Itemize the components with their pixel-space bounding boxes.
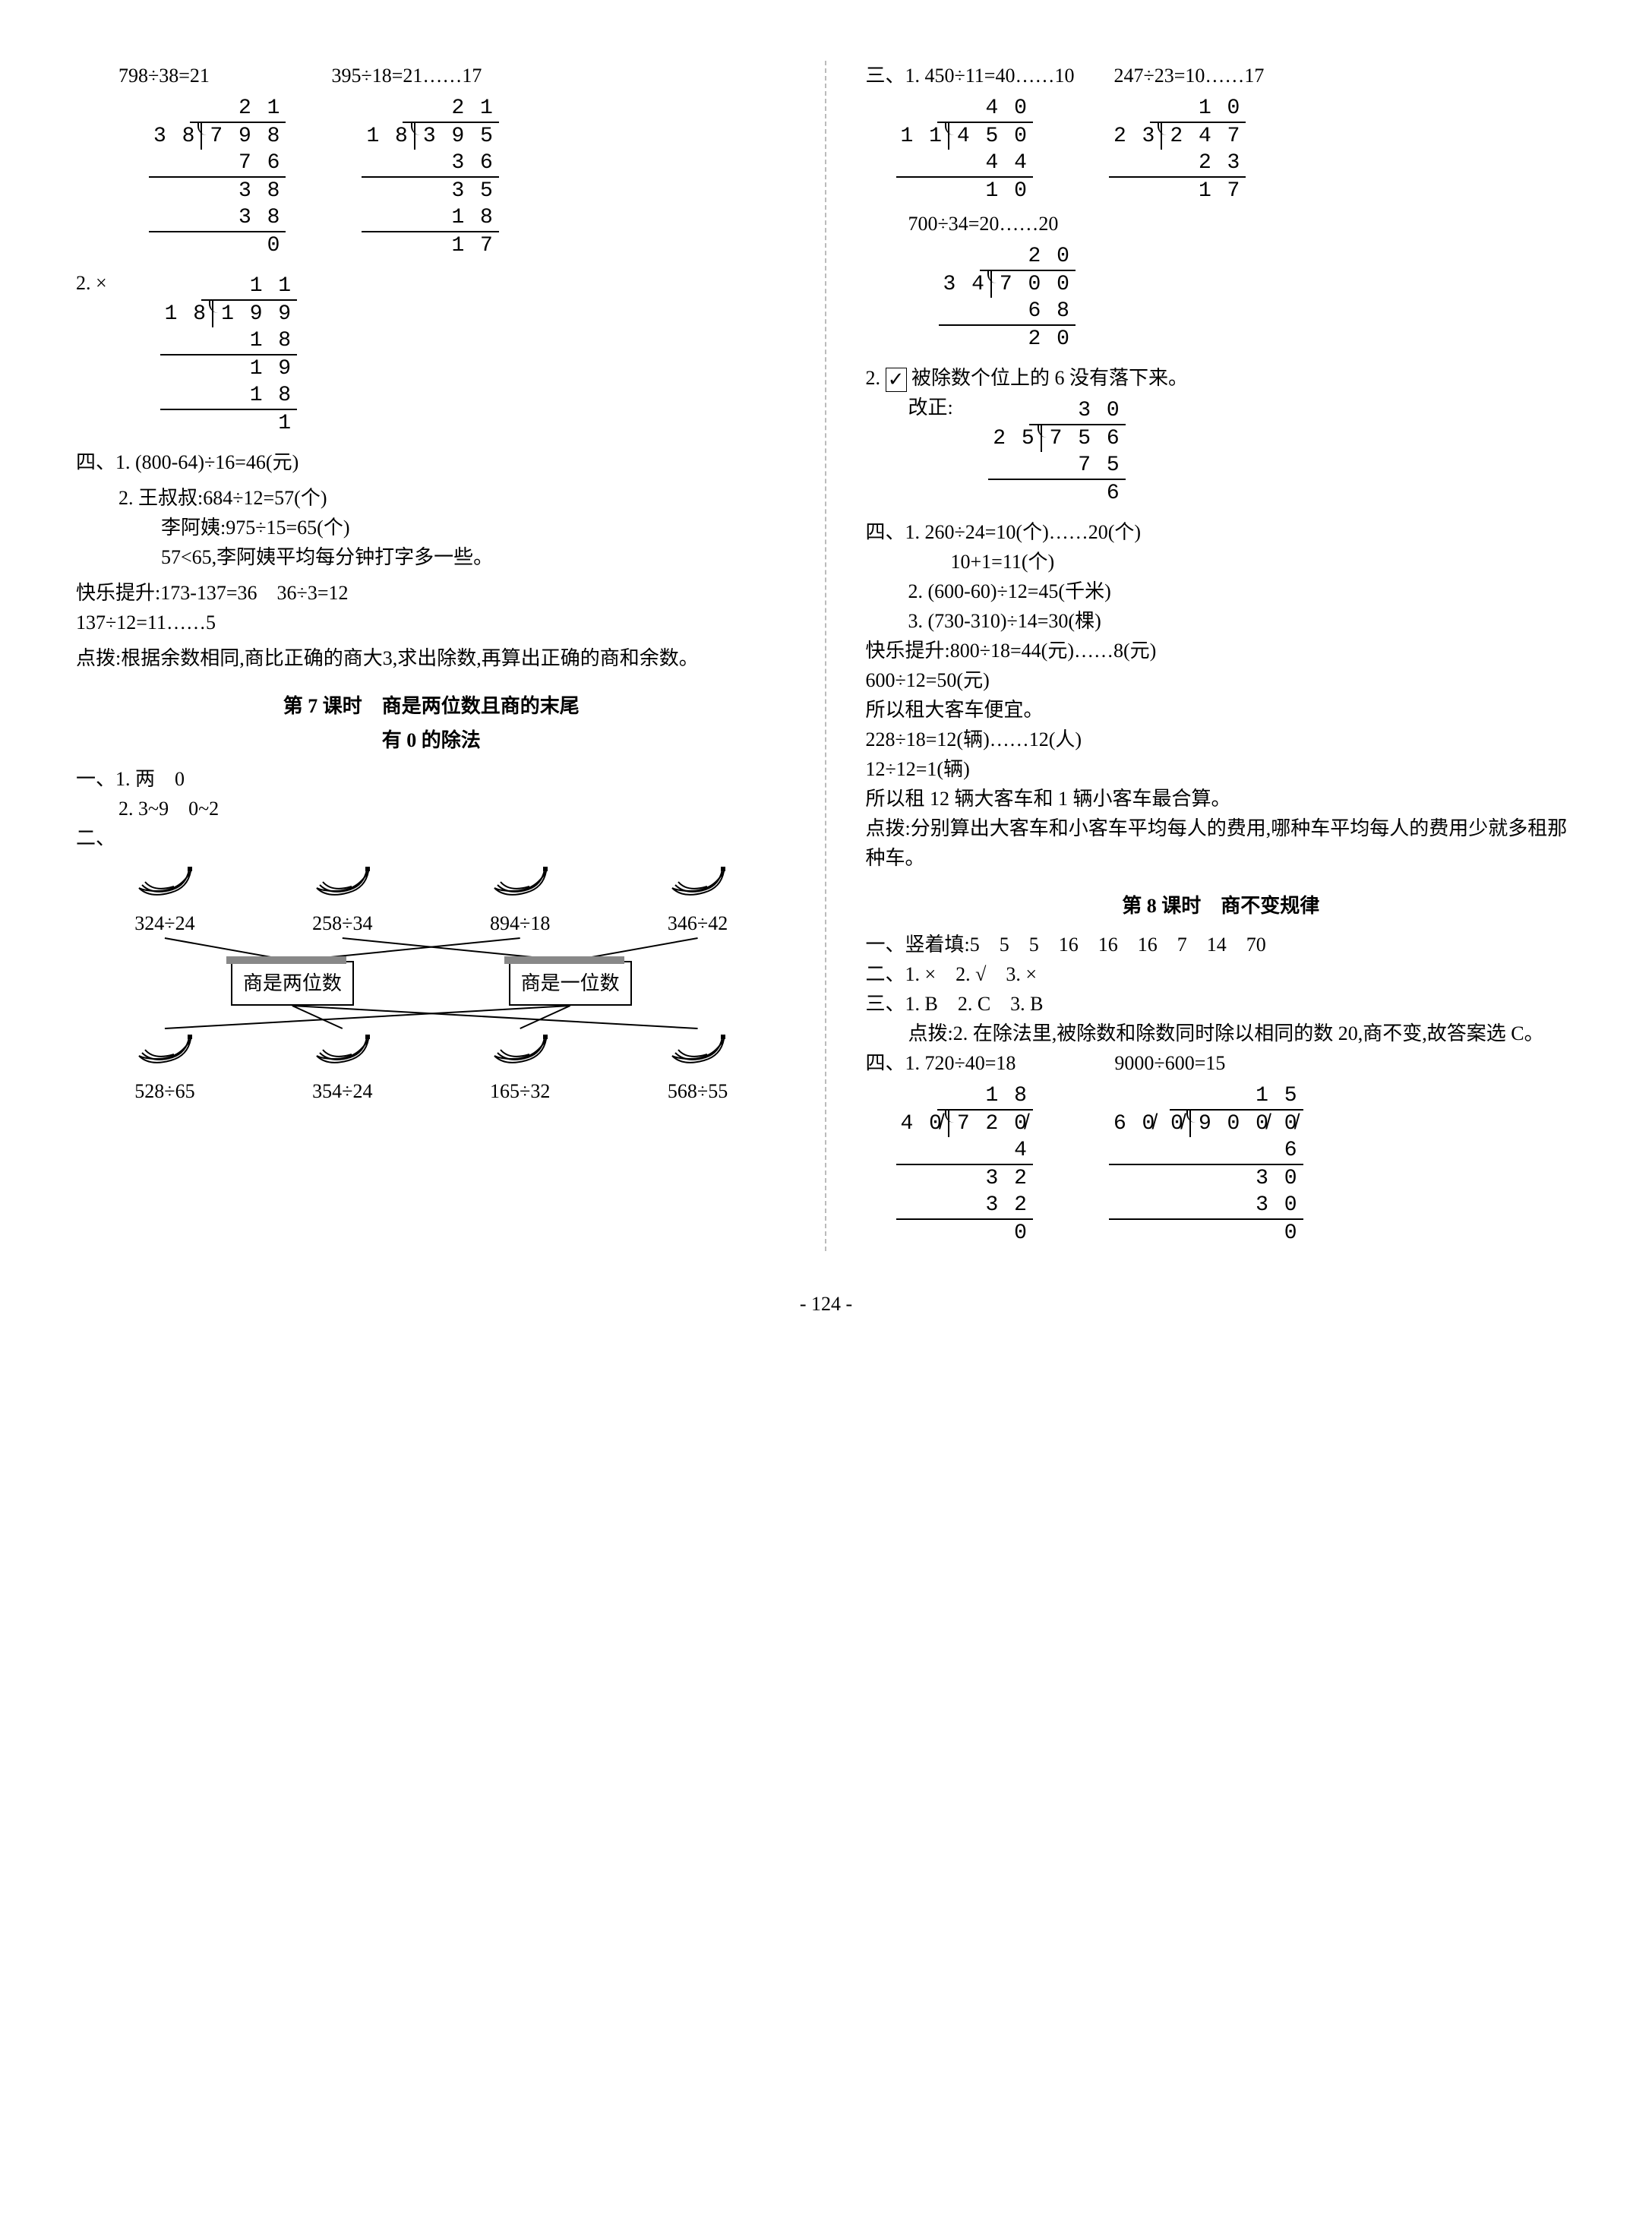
banana-icon xyxy=(312,1029,373,1068)
body-text: 一、竖着填:5 5 5 16 16 16 7 14 70 xyxy=(866,930,1577,959)
body-text: 改正: xyxy=(908,397,953,419)
long-division: 1 5 6 0̸ 0̸9 0 0̸ 0̸ 6 3 0 3 0 0 xyxy=(1109,1082,1303,1247)
body-text: 2. (600-60)÷12=45(千米) xyxy=(866,577,1577,606)
page-number: - 124 - xyxy=(76,1289,1576,1319)
lesson-title: 第 8 课时 商不变规律 xyxy=(866,891,1577,921)
body-text: 点拨:根据余数相同,商比正确的商大3,求出除数,再算出正确的商和余数。 xyxy=(76,643,787,673)
banana-icon xyxy=(312,861,373,900)
checkmark-box xyxy=(886,368,907,392)
lesson-title: 有 0 的除法 xyxy=(76,725,787,755)
equation-text: 395÷18=21……17 xyxy=(331,61,498,90)
body-text: 所以租 12 辆大客车和 1 辆小客车最合算。 xyxy=(866,784,1577,814)
long-division: 2 1 1 83 9 5 3 6 3 5 1 8 1 7 xyxy=(362,95,498,259)
banana-item: 165÷32 xyxy=(479,1029,562,1106)
long-division: 1 1 1 81 9 9 1 8 1 9 1 8 1 xyxy=(160,273,297,437)
body-text: 三、1. 450÷11=40……10 247÷23=10……17 xyxy=(866,61,1577,90)
banana-label: 165÷32 xyxy=(479,1076,562,1106)
body-text: 四、1. (800-64)÷16=46(元) xyxy=(76,447,787,477)
body-text: 12÷12=1(辆) xyxy=(866,754,1577,784)
body-text: 700÷34=20……20 xyxy=(866,209,1577,239)
banana-label: 354÷24 xyxy=(301,1076,384,1106)
banana-icon xyxy=(134,1029,195,1068)
body-text: 所以租大客车便宜。 xyxy=(866,695,1577,725)
body-text: 二、1. × 2. √ 3. × xyxy=(866,959,1577,989)
banana-label: 528÷65 xyxy=(123,1076,207,1106)
body-text: 一、1. 两 0 xyxy=(76,764,787,794)
body-text: 2. xyxy=(866,367,881,389)
banana-icon xyxy=(490,1029,551,1068)
banana-label: 894÷18 xyxy=(479,908,562,938)
body-text: 57<65,李阿姨平均每分钟打字多一些。 xyxy=(76,542,787,572)
body-text: 点拨:2. 在除法里,被除数和除数同时除以相同的数 20,商不变,故答案选 C。 xyxy=(866,1019,1577,1048)
banana-row-top: 324÷24 258÷34 894÷18 346÷42 xyxy=(76,861,787,938)
body-text: 三、1. B 2. C 3. B xyxy=(866,989,1577,1019)
banana-label: 258÷34 xyxy=(301,908,384,938)
banana-icon xyxy=(490,861,551,900)
body-text: 被除数个位上的 6 没有落下来。 xyxy=(911,367,1188,389)
section-label: 二、 xyxy=(76,827,115,849)
body-text: 快乐提升:173-137=36 36÷3=12 xyxy=(76,578,787,608)
banana-label: 346÷42 xyxy=(656,908,740,938)
banana-icon xyxy=(668,1029,728,1068)
banana-icon xyxy=(668,861,728,900)
body-text: 四、1. 720÷40=18 9000÷600=15 xyxy=(866,1048,1577,1078)
banana-item: 568÷55 xyxy=(656,1029,740,1106)
long-division: 1 8 4 0̸7 2 0̸ 4 3 2 3 2 0 xyxy=(896,1082,1033,1247)
equation-text: 798÷38=21 xyxy=(118,61,286,90)
body-text: 2. 3~9 0~2 xyxy=(76,794,787,823)
banana-item: 346÷42 xyxy=(656,861,740,938)
body-text: 快乐提升:800÷18=44(元)……8(元) xyxy=(866,636,1577,665)
body-text: 2. 王叔叔:684÷12=57(个) xyxy=(76,483,787,513)
body-text: 四、1. 260÷24=10(个)……20(个) xyxy=(866,517,1577,547)
long-division: 3 0 2 57 5 6 7 5 6 xyxy=(988,397,1125,507)
long-division: 4 0 1 14 5 0 4 4 1 0 xyxy=(896,95,1033,204)
banana-label: 324÷24 xyxy=(123,908,207,938)
body-text: 3. (730-310)÷14=30(棵) xyxy=(866,606,1577,636)
banana-item: 324÷24 xyxy=(123,861,207,938)
answer-text: 2. × xyxy=(76,268,107,298)
banana-row-bottom: 528÷65 354÷24 165÷32 568÷55 xyxy=(76,1029,787,1106)
long-division: 2 1 3 87 9 8 7 6 3 8 3 8 0 xyxy=(149,95,286,259)
category-box-two-digit: 商是两位数 xyxy=(231,961,354,1006)
banana-icon xyxy=(134,861,195,900)
banana-item: 258÷34 xyxy=(301,861,384,938)
lesson-title: 第 7 课时 商是两位数且商的末尾 xyxy=(76,691,787,721)
banana-label: 568÷55 xyxy=(656,1076,740,1106)
body-text: 600÷12=50(元) xyxy=(866,665,1577,695)
body-text: 李阿姨:975÷15=65(个) xyxy=(76,513,787,542)
banana-item: 354÷24 xyxy=(301,1029,384,1106)
long-division: 2 0 3 47 0 0 6 8 2 0 xyxy=(896,243,1076,352)
banana-item: 894÷18 xyxy=(479,861,562,938)
long-division: 1 0 2 32 4 7 2 3 1 7 xyxy=(1109,95,1246,204)
category-box-one-digit: 商是一位数 xyxy=(509,961,632,1006)
body-text: 点拨:分别算出大客车和小客车平均每人的费用,哪种车平均每人的费用少就多租那种车。 xyxy=(866,814,1577,873)
body-text: 137÷12=11……5 xyxy=(76,608,787,637)
body-text: 228÷18=12(辆)……12(人) xyxy=(866,725,1577,754)
banana-item: 528÷65 xyxy=(123,1029,207,1106)
body-text: 10+1=11(个) xyxy=(866,547,1577,577)
